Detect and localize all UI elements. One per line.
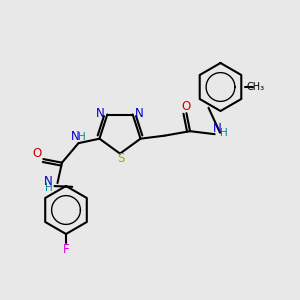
Text: N: N [71, 130, 80, 143]
Text: CH₃: CH₃ [247, 82, 265, 92]
Text: N: N [135, 106, 144, 119]
Text: H: H [45, 184, 52, 194]
Text: N: N [96, 106, 105, 119]
Text: O: O [32, 147, 41, 160]
Text: H: H [78, 132, 85, 142]
Text: N: N [44, 175, 53, 188]
Text: S: S [117, 152, 124, 166]
Text: F: F [63, 243, 69, 256]
Text: H: H [220, 128, 228, 138]
Text: N: N [213, 122, 222, 135]
Text: O: O [182, 100, 191, 113]
